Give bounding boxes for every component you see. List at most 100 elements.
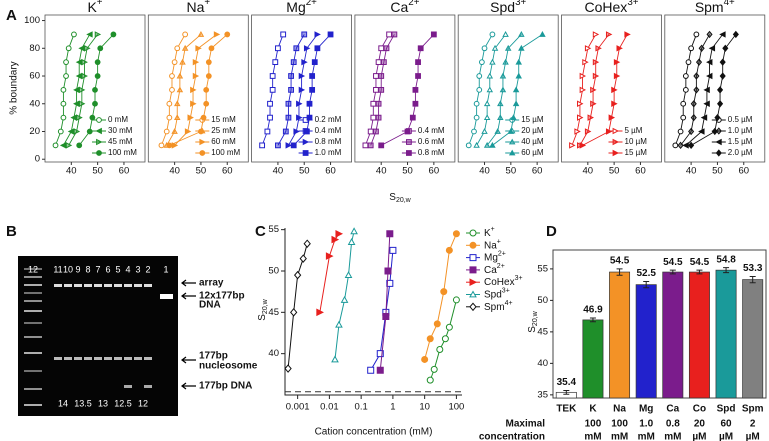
- nucleosome-band: [104, 357, 112, 360]
- marker: [166, 100, 173, 107]
- marker: [89, 114, 96, 121]
- legend-label: 100 mM: [211, 148, 240, 157]
- marker: [94, 73, 101, 79]
- x-tick-label: 50: [609, 166, 620, 177]
- x-tick-label: 40: [169, 166, 180, 177]
- array-band: [74, 284, 82, 287]
- condition-label: 12.5: [114, 398, 132, 408]
- array-band: [144, 284, 152, 287]
- legend-label: 0.8 mM: [418, 148, 445, 157]
- amount-label: 1.0: [639, 419, 653, 430]
- marker: [378, 86, 385, 93]
- bar: [742, 279, 764, 399]
- marker: [608, 114, 616, 121]
- amount-label: 100: [611, 419, 628, 430]
- marker: [486, 86, 494, 93]
- marker: [698, 128, 705, 135]
- marker: [269, 73, 276, 79]
- series-line: [379, 233, 391, 371]
- marker: [70, 114, 77, 121]
- marker: [205, 59, 212, 66]
- marker: [187, 114, 194, 121]
- marker: [63, 59, 69, 66]
- marker: [700, 114, 708, 121]
- marker: [719, 31, 726, 38]
- panel-frame: [147, 14, 249, 163]
- boundary-curve: [582, 34, 628, 146]
- array-band: [114, 284, 122, 287]
- lane-number: 9: [75, 264, 80, 274]
- amount-label: 100: [585, 419, 602, 430]
- array-band: [124, 284, 132, 287]
- marker: [275, 45, 281, 52]
- marker: [182, 31, 189, 38]
- marker: [574, 128, 581, 135]
- marker: [445, 323, 453, 331]
- legend-marker: [612, 127, 620, 135]
- marker: [711, 127, 718, 136]
- marker: [296, 114, 303, 121]
- ladder-band: [24, 268, 42, 270]
- marker: [347, 238, 356, 245]
- marker: [703, 86, 710, 94]
- legend-label: 1.5 µM: [728, 137, 753, 146]
- marker: [309, 73, 316, 79]
- marker: [497, 114, 504, 121]
- lane-number: 3: [135, 264, 140, 274]
- y-tick-label: 60: [29, 71, 40, 82]
- marker: [288, 73, 294, 79]
- marker: [176, 72, 184, 79]
- marker: [579, 142, 587, 149]
- nucleosome-band: [124, 357, 132, 360]
- marker: [208, 45, 215, 52]
- y-tick-label: 50: [268, 266, 279, 277]
- marker: [60, 114, 67, 121]
- array-band: [84, 284, 92, 287]
- y-tick-label: 0: [35, 154, 40, 165]
- legend-marker: [96, 138, 103, 146]
- marker: [426, 376, 434, 384]
- marker: [76, 142, 83, 149]
- marker: [293, 45, 300, 52]
- legend-label-sup: 2+: [497, 263, 505, 270]
- marker: [515, 72, 522, 79]
- legend-label: 1.0 mM: [315, 148, 342, 157]
- panel-frame: [664, 14, 766, 163]
- panel-frame: [354, 14, 456, 163]
- ladder-band: [24, 336, 42, 338]
- marker: [375, 59, 382, 66]
- marker: [605, 128, 613, 135]
- x-tick-label: Spd: [717, 404, 736, 415]
- panel-title-text: Spd: [490, 0, 515, 15]
- panel-title: Ca2+: [390, 0, 419, 15]
- marker: [486, 72, 494, 79]
- marker: [579, 72, 587, 80]
- marker: [685, 59, 692, 66]
- dna-band: [144, 385, 152, 388]
- marker: [440, 288, 448, 296]
- marker: [613, 72, 621, 80]
- x-tick-label: 0.001: [286, 402, 310, 413]
- marker: [380, 59, 387, 66]
- series-line: [319, 233, 340, 313]
- marker: [60, 100, 67, 107]
- x-tick-label: 100: [448, 402, 464, 413]
- row-label: concentration: [479, 432, 545, 441]
- x-axis-label: Cation concentration (mM): [315, 427, 433, 438]
- legend-label-sup: 3+: [515, 276, 523, 283]
- x-tick-label: 40: [686, 166, 697, 177]
- marker: [389, 246, 397, 254]
- legend-label: K+: [484, 226, 495, 238]
- marker: [169, 73, 175, 79]
- legend-marker: [199, 150, 206, 156]
- marker: [471, 128, 477, 135]
- legend-label: 20 µM: [521, 126, 544, 135]
- marker: [611, 100, 618, 107]
- ladder-band: [24, 284, 42, 286]
- marker: [171, 128, 178, 134]
- marker: [577, 100, 584, 107]
- legend-label-text: Spd: [484, 289, 502, 300]
- marker: [78, 86, 86, 94]
- legend-label-text: Na: [484, 240, 497, 251]
- marker: [382, 312, 390, 320]
